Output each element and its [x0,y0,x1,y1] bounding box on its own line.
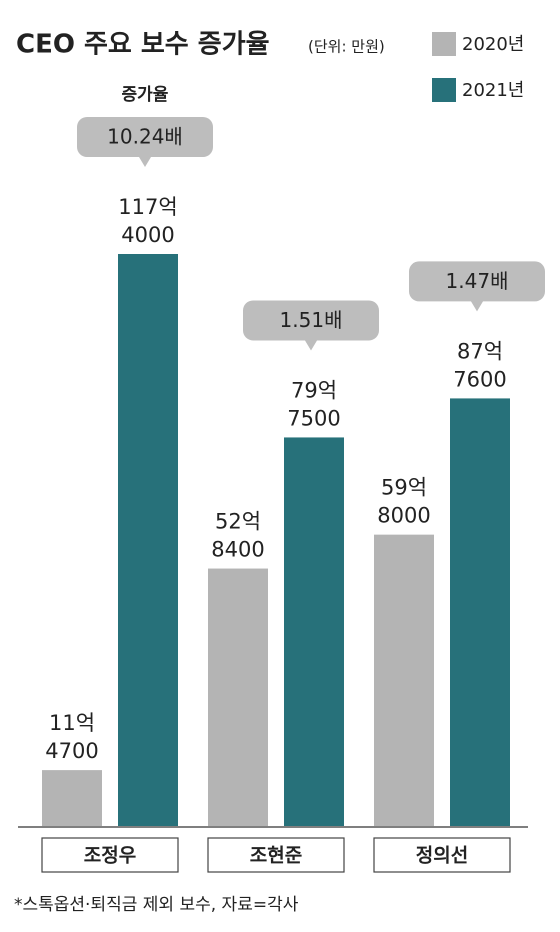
x-tick-label: 조정우 [84,845,136,867]
value-label: 11억 [49,711,95,735]
bar [450,398,510,826]
category-box [207,837,345,873]
bar [118,254,178,826]
growth-ratio: 1.47배 [446,269,509,293]
chart-title: CEO 주요 보수 증가율 [16,30,270,60]
value-label: 117억 [118,195,177,219]
category-box [41,837,179,873]
footnote: *스톡옵션·퇴직금 제외 보수, 자료=각사 [14,895,299,915]
growth-bubble [243,300,379,351]
growth-bubble [77,117,213,167]
unit-label: (단위: 만원) [308,38,385,56]
category-box [373,837,511,873]
growth-ratio: 10.24배 [107,125,183,149]
bar [374,534,434,826]
legend-swatch [432,78,456,102]
growth-bubble [409,261,545,312]
value-label: 7600 [453,367,506,391]
legend-label: 2021년 [462,80,524,101]
bar [42,770,102,826]
legend-swatch [432,32,456,56]
value-label: 59억 [381,476,427,500]
growth-label: 증가율 [122,85,169,105]
value-label: 79억 [291,378,337,402]
value-label: 87억 [457,339,503,363]
bar [284,437,344,826]
value-label: 52억 [215,510,261,534]
legend-label: 2020년 [462,34,524,55]
growth-ratio: 1.51배 [280,308,343,332]
x-tick-label: 조현준 [250,845,302,867]
value-label: 8400 [211,538,264,562]
value-label: 8000 [377,504,430,528]
value-label: 7500 [287,406,340,430]
bar [208,568,268,826]
value-label: 4000 [121,223,174,247]
x-tick-label: 정의선 [416,845,468,867]
value-label: 4700 [45,739,98,763]
